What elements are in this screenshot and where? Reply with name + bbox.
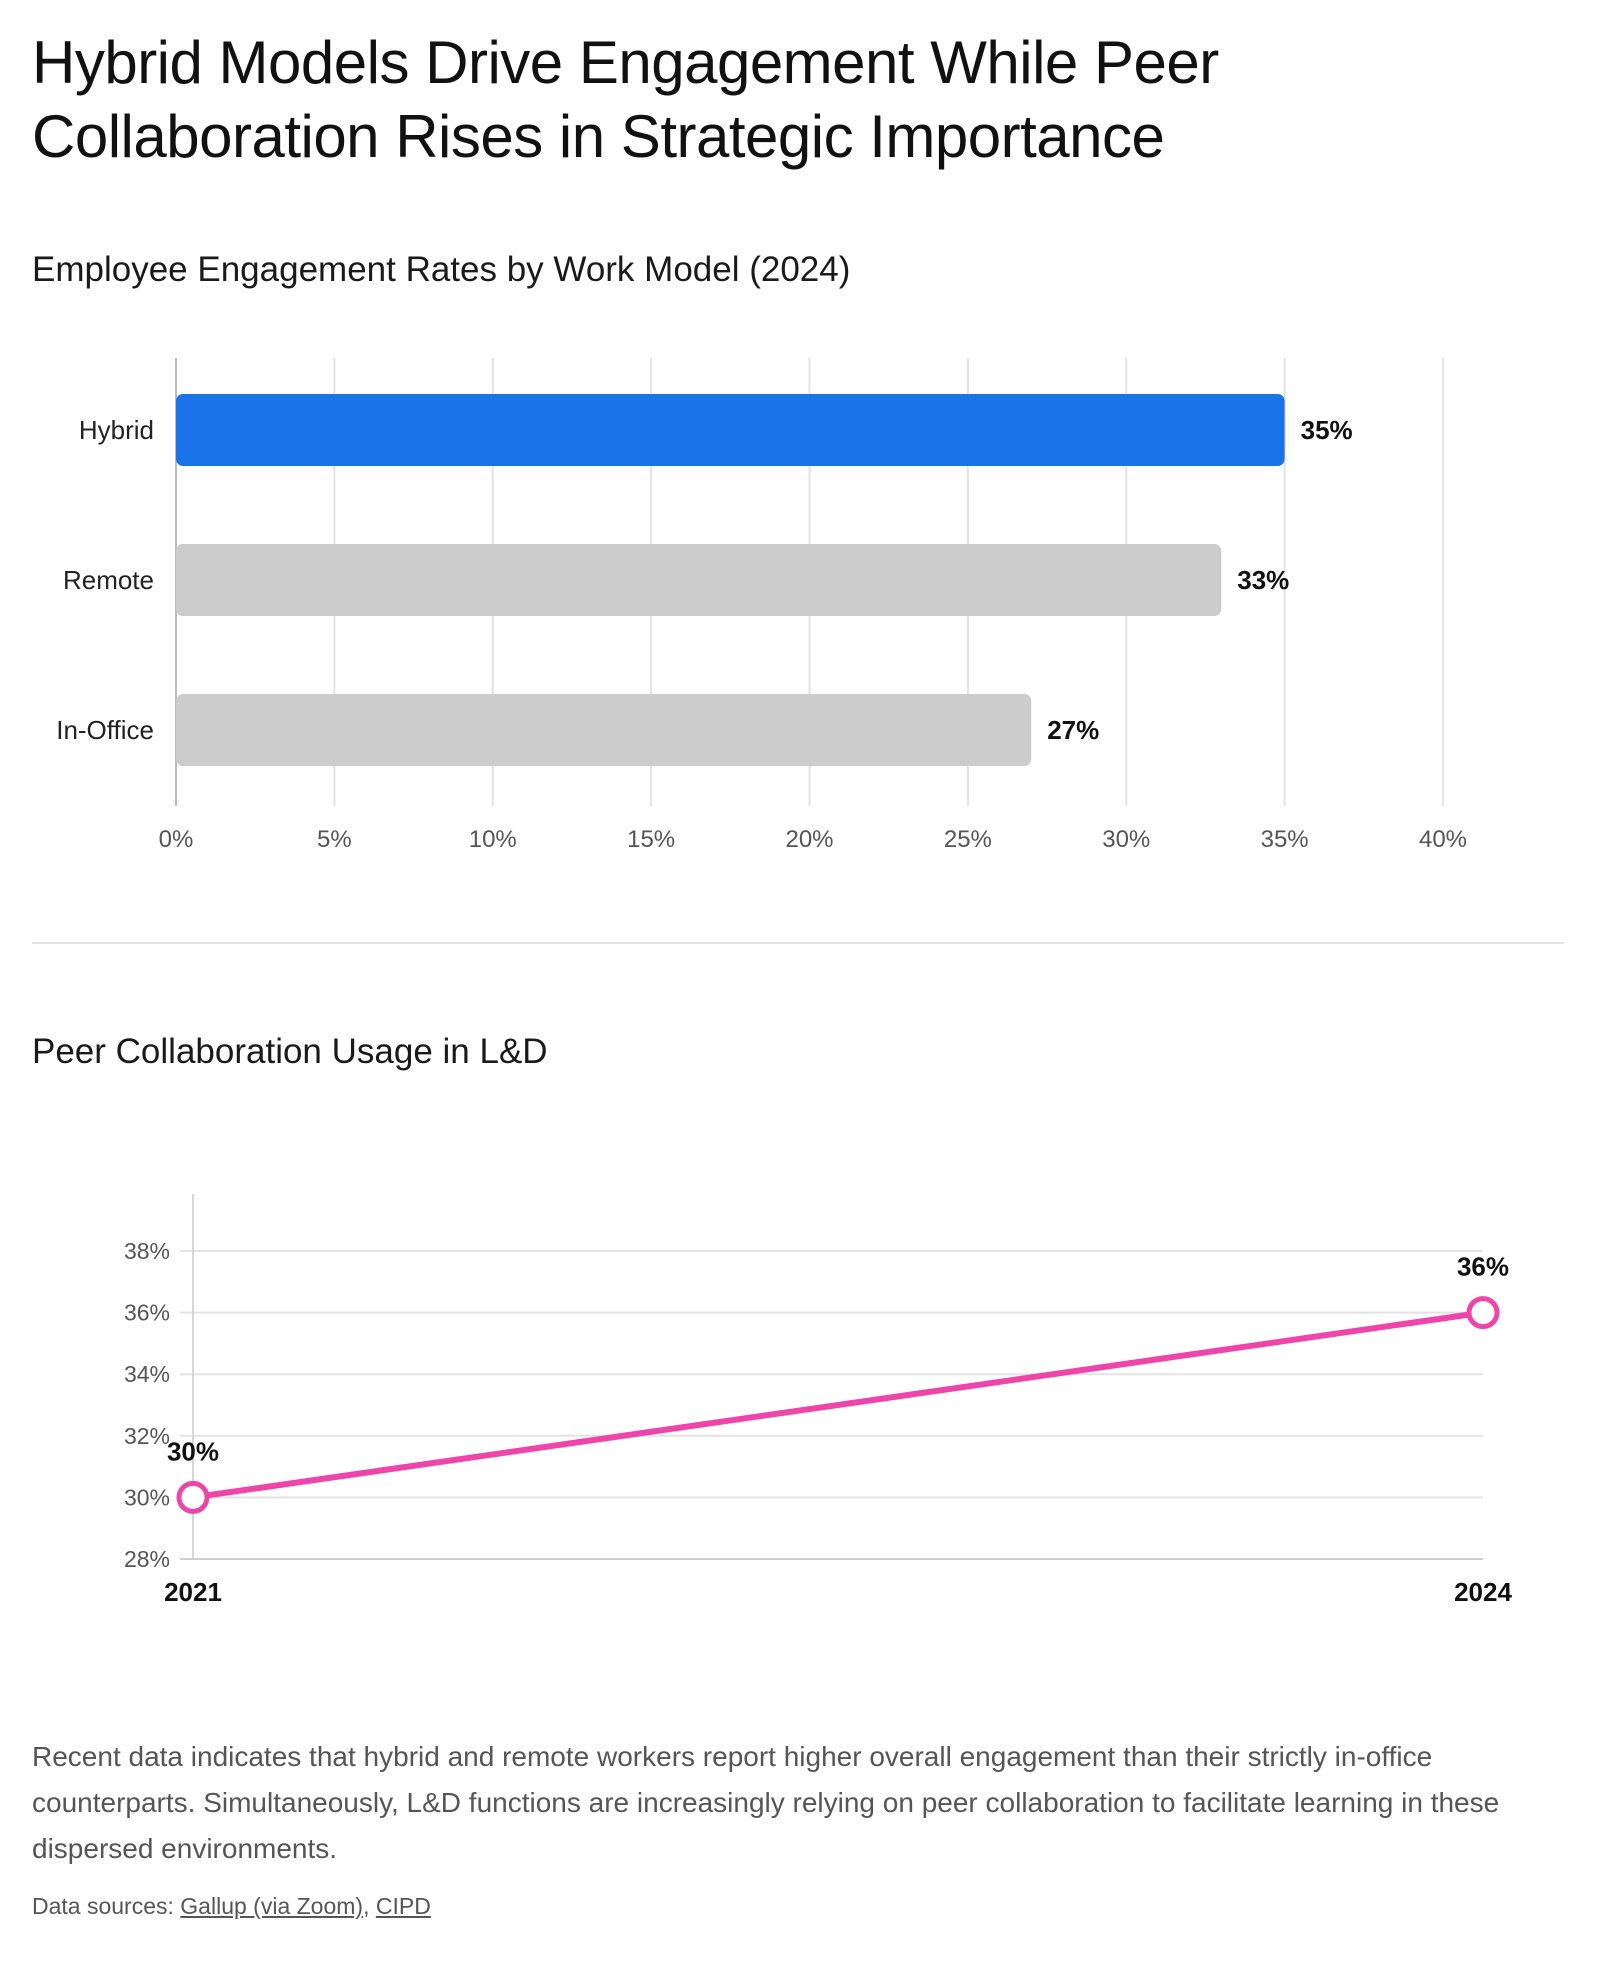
x-tick-label: 0%: [159, 826, 194, 853]
x-tick-label: 10%: [469, 826, 517, 853]
y-tick-label: 32%: [124, 1423, 170, 1449]
section-divider: [32, 942, 1564, 944]
engagement-bar-chart: 0% 5% 10% 15% 20% 25% 30% 35% 40% Hybrid 35% Remote…: [56, 358, 1467, 853]
y-tick-label: 30%: [124, 1484, 170, 1510]
bar-chart-title: Employee Engagement Rates by Work Model …: [32, 250, 851, 289]
x-tick-label: 2024: [1454, 1577, 1512, 1607]
series-line: [190, 1309, 1486, 1501]
x-tick-label: 15%: [627, 826, 675, 853]
bar: [176, 544, 1222, 616]
data-sources: Data sources: Gallup (via Zoom), CIPD: [32, 1893, 431, 1919]
category-label: In-Office: [56, 715, 154, 745]
y-tick-label: 28%: [124, 1546, 170, 1572]
x-tick-label: 40%: [1419, 826, 1467, 853]
x-tick-label: 30%: [1102, 826, 1150, 853]
y-tick-label: 36%: [124, 1300, 170, 1326]
sources-prefix: Data sources:: [32, 1893, 181, 1919]
category-label: Remote: [63, 565, 154, 595]
description-text: Recent data indicates that hybrid and re…: [32, 1741, 1500, 1864]
data-point: [1466, 1296, 1500, 1330]
y-tick-label: 34%: [124, 1361, 170, 1387]
y-tick-label: 38%: [124, 1238, 170, 1264]
bar-value-label: 27%: [1047, 715, 1099, 745]
x-tick-label: 5%: [317, 826, 352, 853]
x-tick-label: 20%: [785, 826, 833, 853]
source-link-gallup[interactable]: Gallup (via Zoom): [180, 1893, 364, 1919]
bar-value-label: 35%: [1301, 415, 1353, 445]
source-link-cipd[interactable]: CIPD: [375, 1893, 431, 1919]
bar: [176, 694, 1032, 766]
data-label: 30%: [167, 1436, 219, 1466]
bar-value-label: 33%: [1237, 565, 1289, 595]
bar: [176, 394, 1285, 466]
x-tick-label: 25%: [944, 826, 992, 853]
data-label: 36%: [1457, 1252, 1509, 1282]
x-tick-label: 35%: [1261, 826, 1309, 853]
category-label: Hybrid: [79, 415, 154, 445]
line-chart-title: Peer Collaboration Usage in L&D: [32, 1032, 548, 1071]
page-title: Hybrid Models Drive Engagement While Pee…: [32, 29, 1219, 170]
x-tick-label: 2021: [164, 1577, 222, 1607]
data-point: [176, 1480, 210, 1514]
